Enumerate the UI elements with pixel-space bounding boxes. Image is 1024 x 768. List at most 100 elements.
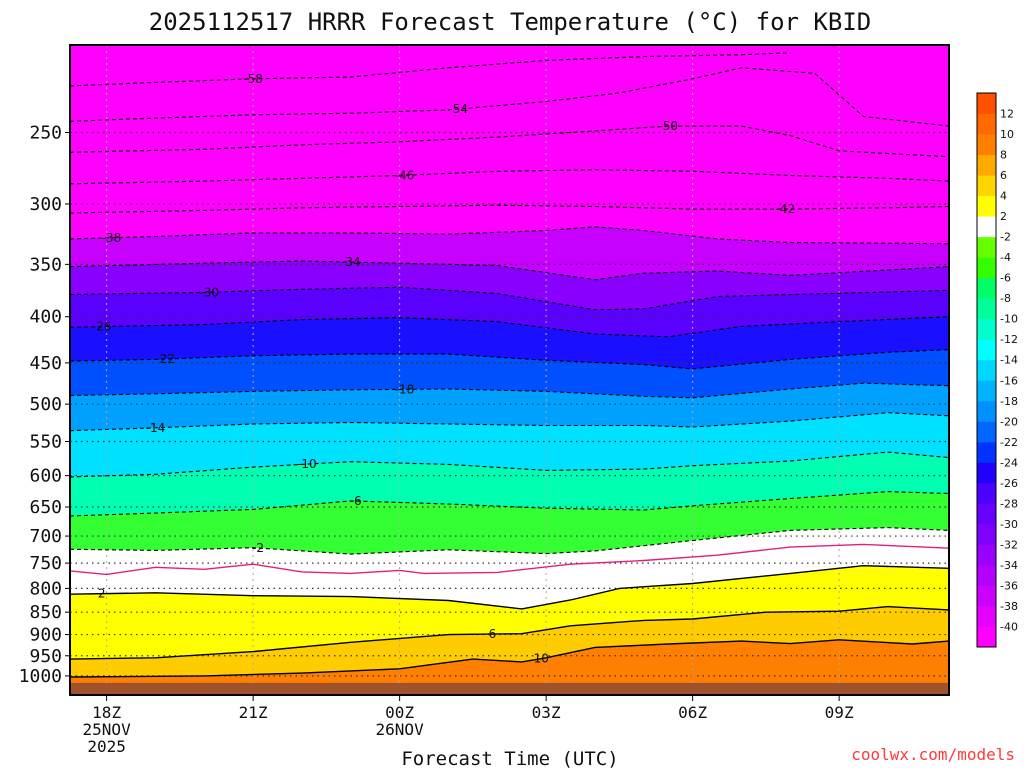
isotherm-line--14 — [70, 412, 949, 432]
isotherm-line--58 — [70, 52, 791, 87]
colorbar-swatch-15 — [977, 318, 996, 340]
colorbar: -40-38-36-34-32-30-28-26-24-22-20-18-16-… — [976, 92, 1018, 648]
colorbar-label--2: -2 — [1000, 231, 1011, 244]
isotherm-label-6: 6 — [489, 627, 497, 641]
isotherm-line--18 — [70, 382, 949, 399]
colorbar-swatch-17 — [977, 277, 996, 299]
grid-lines — [70, 45, 949, 695]
isotherm-line--10 — [70, 451, 949, 478]
chart-title: 2025112517 HRRR Forecast Temperature (°C… — [149, 8, 871, 36]
isotherm-line--6 — [70, 491, 949, 517]
y-tick-label-850: 850 — [29, 602, 62, 623]
colorbar-label--12: -12 — [1000, 333, 1018, 346]
colorbar-label-8: 8 — [1000, 149, 1007, 162]
isotherm-label--26: -26 — [92, 320, 112, 334]
x-tick-label-06Z: 06Z — [678, 703, 707, 722]
colorbar-label-4: 4 — [1000, 190, 1007, 203]
colorbar-swatch-6 — [977, 503, 996, 525]
isotherm-line-10 — [70, 639, 949, 678]
y-tick-label-300: 300 — [29, 194, 62, 215]
isotherm-label--2: -2 — [252, 541, 264, 555]
plot-area: -58-54-50-46-42-38-34-30-26-22-18-14-10-… — [70, 45, 949, 695]
isotherm-line--42 — [70, 204, 949, 214]
temperature-fill-bands — [70, 45, 949, 695]
colorbar-label--20: -20 — [1000, 415, 1018, 428]
isotherm-label--34: -34 — [341, 255, 361, 269]
y-tick-label-650: 650 — [29, 497, 62, 518]
colorbar-swatch-7 — [977, 482, 996, 504]
colorbar-label--18: -18 — [1000, 395, 1018, 408]
freezing-line — [70, 543, 949, 576]
y-tick-label-550: 550 — [29, 432, 62, 453]
x-tick-label-21Z: 21Z — [239, 703, 268, 722]
colorbar-swatch-16 — [977, 298, 996, 320]
plot-frame — [69, 44, 950, 696]
colorbar-label--40: -40 — [1000, 620, 1018, 633]
y-tick-label-350: 350 — [29, 254, 62, 275]
isotherm-label--38: -38 — [102, 231, 122, 245]
isotherm-label-2: 2 — [98, 587, 106, 601]
isotherm-label--54: -54 — [448, 102, 468, 116]
x-tick-label-26NOV: 26NOV — [376, 720, 425, 739]
y-tick-label-500: 500 — [29, 394, 62, 415]
colorbar-label--32: -32 — [1000, 538, 1018, 551]
colorbar-label--6: -6 — [1000, 272, 1011, 285]
y-tick-label-250: 250 — [29, 122, 62, 143]
colorbar-label--36: -36 — [1000, 579, 1018, 592]
colorbar-label--30: -30 — [1000, 518, 1018, 531]
isotherm-label--30: -30 — [199, 285, 219, 299]
x-axis-label: Forecast Time (UTC) — [401, 748, 618, 768]
colorbar-label--8: -8 — [1000, 292, 1011, 305]
colorbar-swatch-12 — [977, 380, 996, 402]
isotherm-label--42: -42 — [776, 202, 796, 216]
x-tick-label-18Z: 18Z — [92, 703, 121, 722]
colorbar-swatch-5 — [977, 523, 996, 545]
colorbar-label--4: -4 — [1000, 251, 1011, 264]
y-tick-label-600: 600 — [29, 466, 62, 487]
colorbar-swatch-8 — [977, 462, 996, 484]
colorbar-swatch-22 — [977, 175, 996, 197]
colorbar-label--14: -14 — [1000, 354, 1018, 367]
colorbar-swatch-13 — [977, 359, 996, 381]
isotherm-line--22 — [70, 349, 949, 370]
x-tick-label-25NOV: 25NOV — [83, 720, 132, 739]
y-tick-label-950: 950 — [29, 646, 62, 667]
colorbar-label--16: -16 — [1000, 374, 1018, 387]
y-tick-label-400: 400 — [29, 307, 62, 328]
isotherm-line-6 — [70, 605, 949, 660]
colorbar-label-12: 12 — [1000, 108, 1014, 121]
colorbar-swatch-20 — [977, 216, 996, 238]
isotherm-contours: -58-54-50-46-42-38-34-30-26-22-18-14-10-… — [70, 52, 949, 678]
colorbar-swatch-11 — [977, 400, 996, 422]
colorbar-swatch-10 — [977, 421, 996, 443]
isotherm-line--30 — [70, 286, 949, 311]
isotherm-label--46: -46 — [395, 168, 415, 182]
colorbar-swatch-21 — [977, 195, 996, 217]
colorbar-swatch-9 — [977, 441, 996, 463]
isotherm-line--34 — [70, 260, 949, 281]
x-tick-label-2025: 2025 — [87, 737, 126, 756]
colorbar-swatch-0 — [977, 626, 996, 648]
credit-link[interactable]: coolwx.com/models — [851, 745, 1015, 764]
colorbar-label--26: -26 — [1000, 477, 1018, 490]
isotherm-label--10: -10 — [297, 457, 317, 471]
isotherm-label--14: -14 — [146, 421, 166, 435]
x-tick-label-03Z: 03Z — [532, 703, 561, 722]
colorbar-swatch-24 — [977, 134, 996, 156]
colorbar-label--34: -34 — [1000, 559, 1018, 572]
isotherm-label-10: 10 — [534, 652, 549, 666]
isotherm-line--54 — [70, 67, 949, 127]
colorbar-swatch-14 — [977, 339, 996, 361]
isotherm-label--18: -18 — [395, 382, 415, 396]
colorbar-swatch-4 — [977, 544, 996, 566]
isotherm-line--38 — [70, 226, 949, 245]
isotherm-line-2 — [70, 564, 949, 610]
y-tick-label-450: 450 — [29, 353, 62, 374]
y-tick-label-1000: 1000 — [19, 666, 62, 687]
isotherm-line--2 — [70, 527, 949, 555]
y-tick-label-900: 900 — [29, 625, 62, 646]
colorbar-label--22: -22 — [1000, 436, 1018, 449]
isotherm-label--22: -22 — [155, 352, 175, 366]
